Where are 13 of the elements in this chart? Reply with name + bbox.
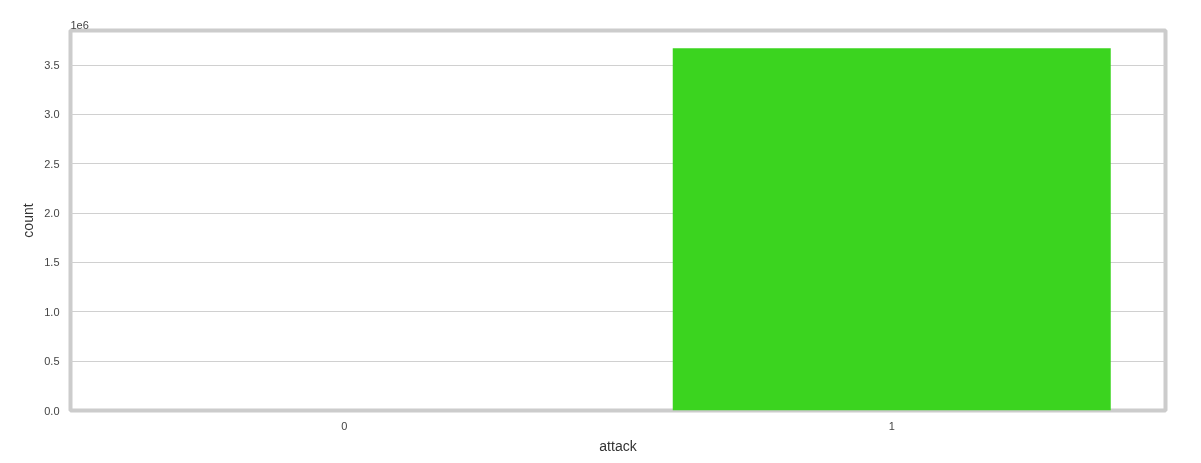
x-tick-label: 0 xyxy=(341,419,348,432)
text: 1e6 xyxy=(70,18,89,31)
y-tick-label: 0.5 xyxy=(44,355,60,368)
y-tick-label: 2.5 xyxy=(44,157,60,170)
y-tick-label: 3.0 xyxy=(44,108,60,121)
y-tick-label: 1.0 xyxy=(44,305,60,318)
y-axis-title: count xyxy=(20,203,37,238)
y-tick-label: 0.0 xyxy=(44,404,60,417)
y-tick-label: 1.5 xyxy=(44,256,60,269)
y-tick-label: 2.0 xyxy=(44,207,60,220)
y-tick-label: 3.5 xyxy=(44,59,60,72)
x-tick-label: 1 xyxy=(888,419,895,432)
x-axis-title: attack xyxy=(599,437,638,454)
